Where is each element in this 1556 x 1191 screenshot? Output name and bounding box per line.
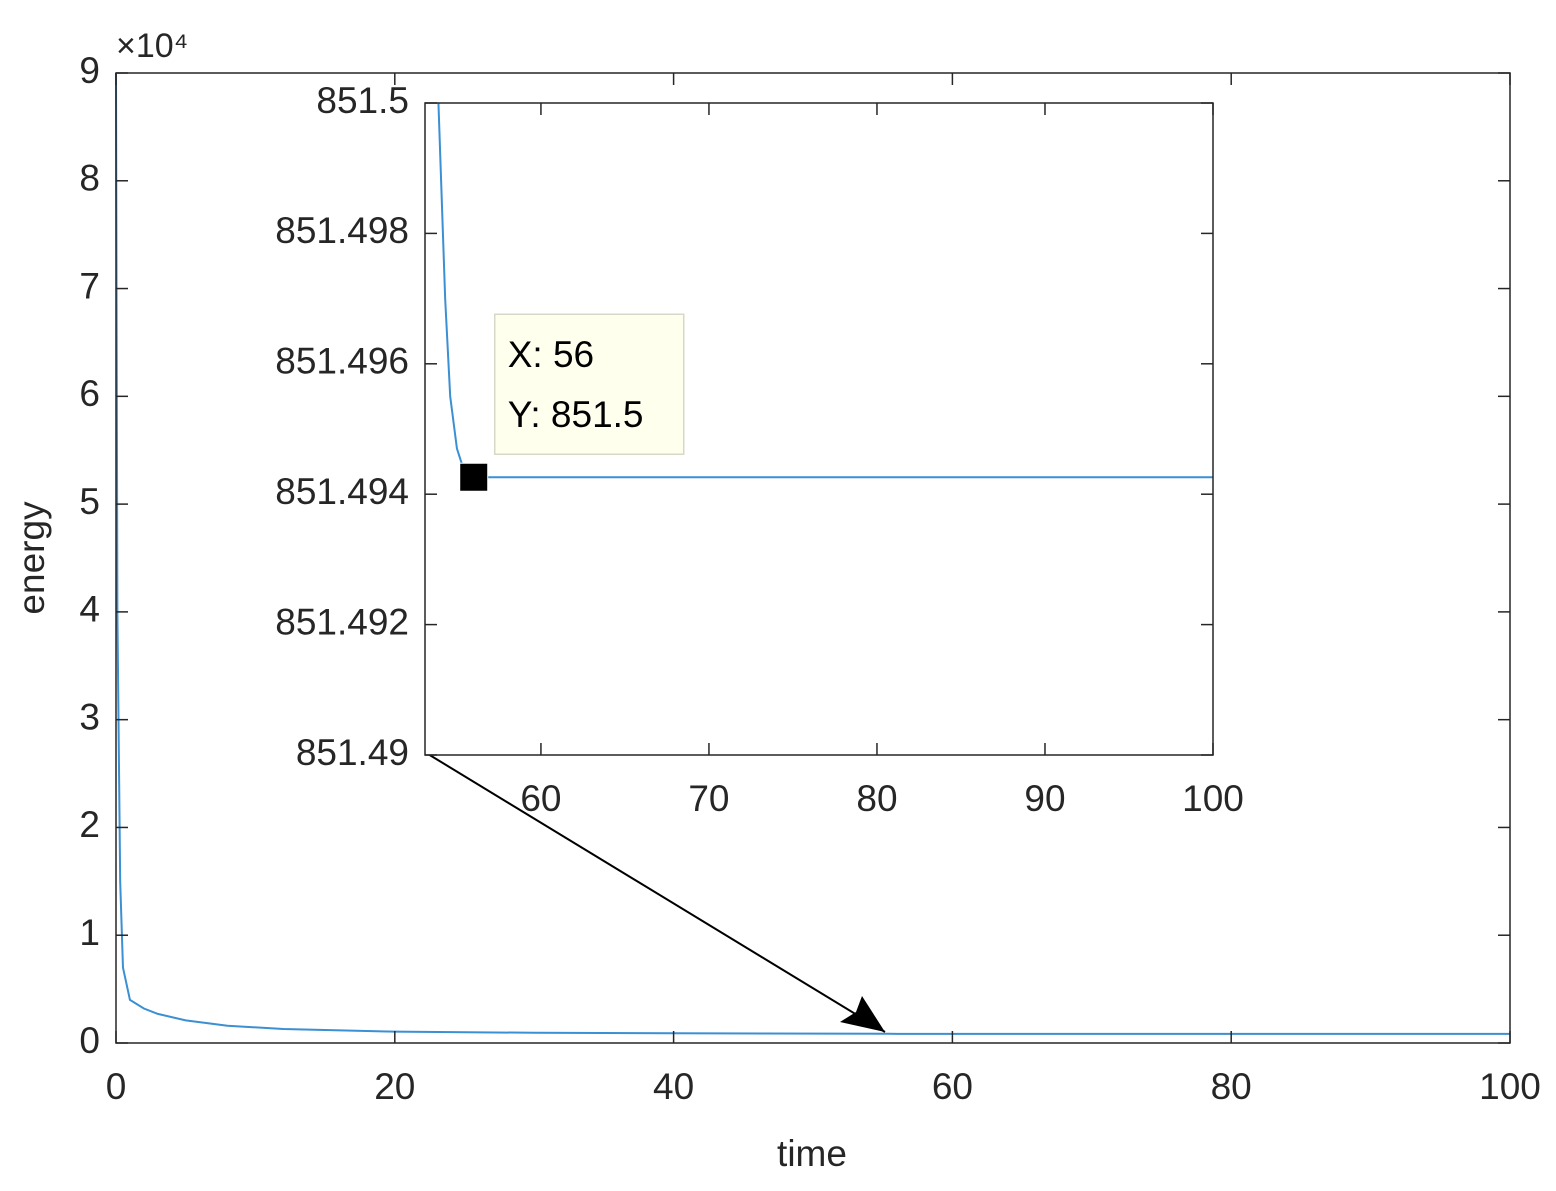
y-tick-label: 851.498 — [275, 210, 409, 251]
y-tick-label: 5 — [79, 481, 100, 522]
y-tick-label: 2 — [79, 804, 100, 845]
x-tick-label: 0 — [106, 1066, 127, 1107]
y-tick-label: 851.5 — [316, 80, 409, 121]
y-multiplier: ×10⁴ — [116, 27, 188, 65]
datatip-x: X: 56 — [508, 334, 594, 375]
y-tick-label: 6 — [79, 373, 100, 414]
x-axis-label: time — [777, 1133, 847, 1174]
axes-frame — [424, 102, 1214, 756]
y-tick-label: 851.492 — [275, 601, 409, 642]
y-tick-label: 4 — [79, 589, 100, 630]
inset-axes: 60 70 80 90 100 851.49 851.492 851.494 851.496 85… — [275, 80, 1244, 819]
y-axis-label: energy — [11, 501, 52, 615]
x-tick-label: 60 — [932, 1066, 973, 1107]
x-tick-label: 40 — [653, 1066, 694, 1107]
datatip-y: Y: 851.5 — [508, 394, 644, 435]
axes-frame — [115, 72, 1511, 1044]
y-tick-label: 7 — [79, 265, 100, 306]
y-tick-label: 0 — [79, 1020, 100, 1061]
x-tick-label: 80 — [856, 778, 897, 819]
data-line — [115, 72, 1510, 1035]
y-tick-label: 851.496 — [275, 341, 409, 382]
x-tick-label: 90 — [1024, 778, 1065, 819]
zoom-arrowhead — [840, 996, 885, 1032]
y-tick-label: 1 — [79, 912, 100, 953]
y-tick-label: 9 — [79, 50, 100, 91]
x-tick-label: 80 — [1211, 1066, 1252, 1107]
zoom-arrow — [427, 753, 886, 1033]
x-tick-label: 20 — [374, 1066, 415, 1107]
y-tick-label: 851.49 — [296, 732, 409, 773]
x-tick-label: 100 — [1182, 778, 1244, 819]
y-tick-label: 8 — [79, 158, 100, 199]
datatip-marker — [459, 462, 489, 492]
x-tick-label: 60 — [520, 778, 561, 819]
y-tick-label: 3 — [79, 696, 100, 737]
y-tick-label: 851.494 — [275, 471, 409, 512]
x-tick-label: 70 — [688, 778, 729, 819]
x-tick-label: 100 — [1479, 1066, 1541, 1107]
datatip-box — [493, 313, 685, 455]
